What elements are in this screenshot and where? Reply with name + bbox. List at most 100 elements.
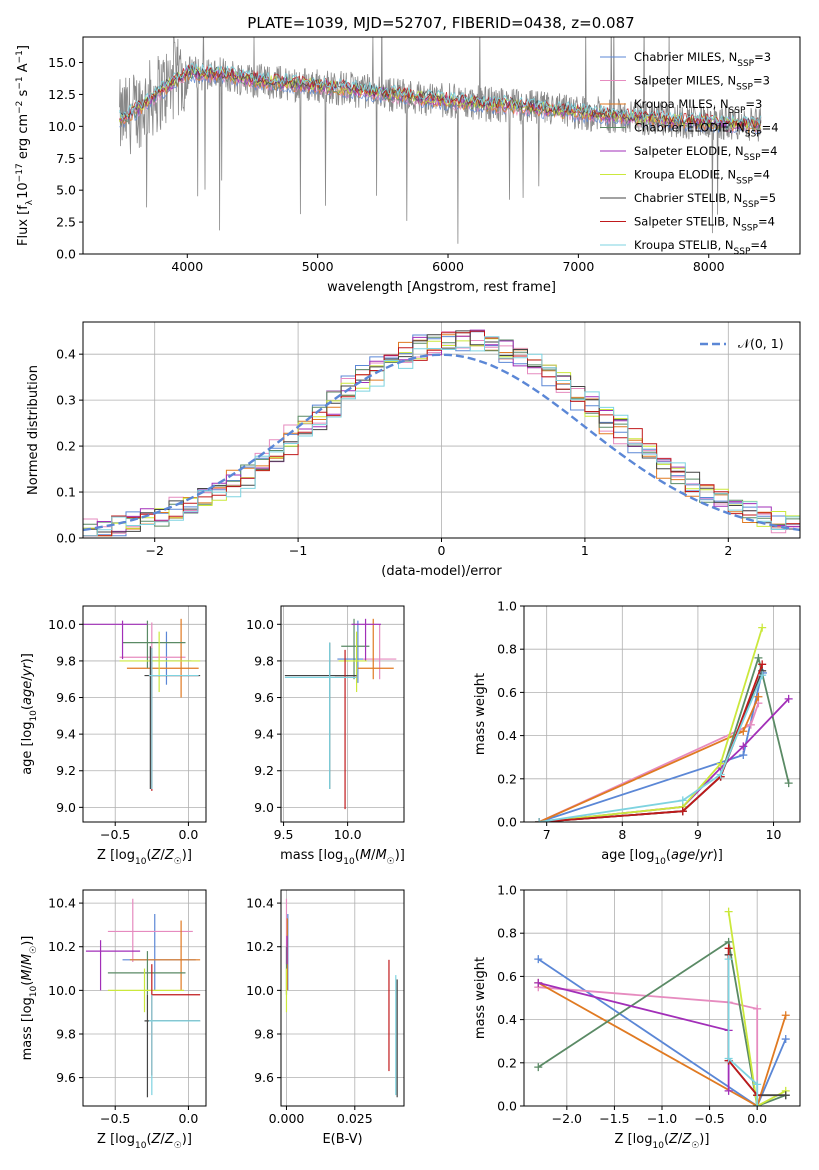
axes-frame <box>280 605 405 823</box>
legend-label-tail: =4 <box>750 238 767 252</box>
y-tick-label: 0.4 <box>497 1012 517 1027</box>
weight-marker <box>753 1004 762 1013</box>
x-tick-label: 10.0 <box>334 827 362 842</box>
label-part: mass [log <box>20 997 35 1060</box>
y-tick-label: 9.4 <box>254 727 274 742</box>
label-part: M <box>360 848 371 863</box>
x-tick-label: 0.0 <box>178 1111 198 1126</box>
y-tick-label: 0.2 <box>56 439 76 454</box>
weight-marker <box>781 1035 790 1044</box>
legend-label-main: Salpeter ELODIE, N <box>634 144 744 158</box>
label-part: ( <box>20 981 35 986</box>
label-part: / <box>20 676 35 681</box>
label-part: )] <box>699 1132 709 1147</box>
x-tick-label: −2.0 <box>552 1111 582 1126</box>
legend-label-tail: =4 <box>761 144 778 158</box>
x-tick-label: 5000 <box>302 259 334 274</box>
label-part: / <box>160 848 165 863</box>
y-tick-label: 0.6 <box>497 685 517 700</box>
label-part: M <box>375 848 386 863</box>
label-part: mass weight <box>473 673 488 755</box>
label-part: Normed distribution <box>26 365 41 495</box>
plot-area <box>534 907 790 1106</box>
y-tick-label: 12.5 <box>48 87 76 102</box>
y-tick-label: 5.0 <box>56 183 76 198</box>
label-part: 10 <box>343 857 355 867</box>
y-tick-label: 9.8 <box>56 1027 76 1042</box>
y-axis-label: Normed distribution <box>26 365 41 495</box>
label-part: Z [log <box>615 1132 653 1147</box>
label-part: −2 <box>15 101 25 114</box>
y-tick-label: 10.0 <box>48 617 76 632</box>
legend-label: Chabrier STELIB, NSSP=5 <box>634 191 776 210</box>
weight-line <box>539 663 764 822</box>
x-tick-label: 0 <box>438 543 446 558</box>
label-part: mass [log <box>280 848 343 863</box>
label-part: 10 <box>654 857 666 867</box>
label-part: M <box>20 969 35 980</box>
legend-label-tail: =3 <box>753 74 770 88</box>
weight-marker <box>534 978 543 987</box>
weight-marker <box>739 742 748 751</box>
plot-area <box>85 898 201 1098</box>
panel-residuals: −2 −1 0 1 2 0.0 0.1 0.2 0.3 0.4 (data-model)/error… <box>26 321 801 579</box>
axes-frame <box>82 605 207 823</box>
y-tick-label: 0.0 <box>56 531 76 546</box>
x-tick-label: −1.5 <box>599 1111 629 1126</box>
axes-frame <box>280 889 405 1107</box>
label-part: ( <box>146 1132 151 1147</box>
label-part: ☉ <box>174 857 182 867</box>
y-tick-label: 1.0 <box>497 599 517 614</box>
y-axis-label: mass weight <box>473 673 488 755</box>
x-tick-label: −0.5 <box>694 1111 724 1126</box>
panel-mass_weight_vs_Z: −2.0 −1.5 −1.0 −0.5 0.0 0.0 0.2 0.4 0.6 0.8 1.0 Z [… <box>473 883 801 1151</box>
weight-line <box>537 958 787 1106</box>
weight-marker <box>781 1011 790 1020</box>
y-tick-label: 2.5 <box>56 215 76 230</box>
label-part: ( <box>355 848 360 863</box>
label-part: −1 <box>15 76 25 89</box>
weight-marker <box>535 818 544 822</box>
weight-marker <box>724 907 733 916</box>
y-tick-label: 0.2 <box>497 1055 517 1070</box>
weight-marker <box>758 623 767 632</box>
legend-label-sub: SSP <box>742 200 759 210</box>
x-tick-label: 7000 <box>562 259 594 274</box>
label-part: yr <box>699 848 715 863</box>
weight-marker <box>781 1091 790 1100</box>
y-tick-label: 15.0 <box>48 55 76 70</box>
legend-label-tail: =4 <box>762 121 779 135</box>
model-spectrum-line <box>119 68 762 134</box>
weight-marker <box>716 770 725 779</box>
label-part: Z <box>681 1132 692 1147</box>
legend-label-sub: SSP <box>729 106 746 116</box>
y-axis-label: age [log10(age/yr)] <box>20 653 39 775</box>
label-part: 10 <box>29 985 39 997</box>
legend-label-sub: SSP <box>741 224 758 234</box>
label-part: ( <box>146 848 151 863</box>
x-tick-label: −0.5 <box>100 827 130 842</box>
label-part: ( <box>666 848 671 863</box>
y-tick-label: 9.0 <box>56 800 76 815</box>
weight-marker <box>678 807 687 816</box>
y-axis-label: mass weight <box>473 957 488 1039</box>
label-part: Z <box>668 1132 679 1147</box>
label-part: −1 <box>15 50 25 63</box>
x-axis-label: (data-model)/error <box>381 564 502 579</box>
legend-label-tail: =5 <box>759 191 776 205</box>
legend-label-sub: SSP <box>744 153 761 163</box>
legend-label-main: Salpeter MILES, N <box>634 74 736 88</box>
y-tick-label: 10.0 <box>48 983 76 998</box>
y-tick-label: 0.1 <box>56 485 76 500</box>
label-part: ☉ <box>387 857 395 867</box>
legend-label: 𝒩(0, 1) <box>738 336 784 351</box>
y-tick-label: 10.0 <box>246 617 274 632</box>
label-part: M <box>20 954 35 965</box>
x-tick-label: 8000 <box>693 259 725 274</box>
legend-label: Kroupa MILES, NSSP=3 <box>634 97 762 116</box>
y-tick-label: 1.0 <box>497 883 517 898</box>
y-tick-label: 9.8 <box>254 653 274 668</box>
label-part: Z [log <box>97 848 135 863</box>
